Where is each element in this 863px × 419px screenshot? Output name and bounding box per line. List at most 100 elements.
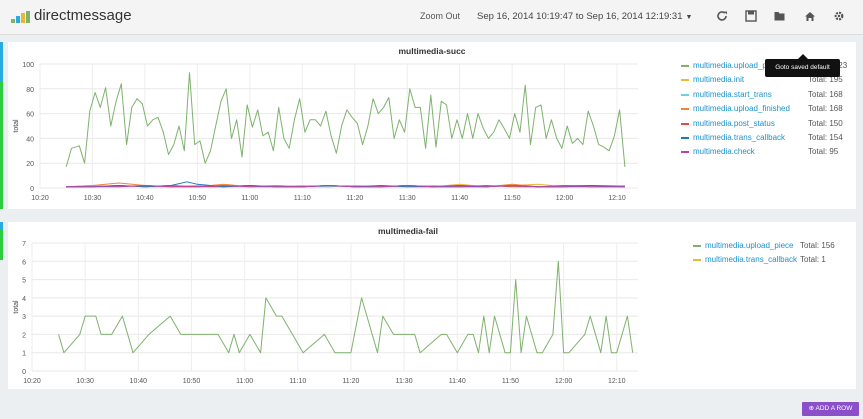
legend-series-name[interactable]: multimedia.trans_callback xyxy=(693,133,786,142)
legend-swatch xyxy=(681,65,689,67)
x-tick-label: 10:20 xyxy=(31,195,49,202)
x-tick-label: 11:20 xyxy=(346,195,363,202)
folder-open-icon[interactable] xyxy=(773,9,787,23)
legend-swatch xyxy=(681,93,689,96)
x-tick-label: 12:10 xyxy=(608,195,626,202)
legend-total: Total: 156 xyxy=(800,241,835,250)
y-tick-label: 60 xyxy=(26,112,34,119)
legend-swatch xyxy=(681,151,689,154)
legend-total: Total: 195 xyxy=(808,75,843,85)
refresh-icon[interactable] xyxy=(715,9,729,23)
series-line-multimedia-check xyxy=(66,185,625,188)
legend-swatch xyxy=(681,122,689,125)
x-tick-label: 11:00 xyxy=(241,195,258,202)
row-collapse-handle[interactable] xyxy=(0,222,3,230)
y-tick-label: 80 xyxy=(26,87,34,94)
save-icon[interactable] xyxy=(744,9,758,23)
legend-series-name[interactable]: multimedia.upload_piece xyxy=(705,241,794,250)
line-chart-multimedia-fail: 0 1 2 3 4 5 6 7 10:20 10:30 10:40 10:50 11:00 11:10 11… xyxy=(13,241,638,385)
legend-item[interactable]: multimedia.check Total: 95 xyxy=(681,146,856,158)
x-tick-label: 11:30 xyxy=(396,378,413,385)
add-row-button[interactable]: ⊕ ADD A ROW xyxy=(802,402,859,416)
gear-icon[interactable] xyxy=(832,9,846,23)
add-row-label: ADD A ROW xyxy=(815,405,853,412)
x-tick-label: 11:20 xyxy=(342,378,359,385)
panel-multimedia-fail: multimedia-fail 0 1 2 3 4 5 6 7 10:20 10:30 10:40 1… xyxy=(8,222,856,389)
x-tick-label: 11:40 xyxy=(451,195,468,202)
y-tick-label: 0 xyxy=(30,186,34,193)
y-tick-label: 0 xyxy=(22,369,26,376)
panel-title[interactable]: multimedia-fail xyxy=(378,226,438,236)
legend-total: Total: 154 xyxy=(808,133,843,142)
x-tick-label: 10:30 xyxy=(76,378,94,385)
legend-swatch xyxy=(681,79,689,82)
legend-series-name[interactable]: multimedia.check xyxy=(693,147,755,157)
y-tick-label: 7 xyxy=(22,241,26,248)
x-tick-label: 10:20 xyxy=(23,378,41,385)
x-tick-label: 10:50 xyxy=(183,378,201,385)
legend-series-name[interactable]: multimedia.upload_piece xyxy=(693,61,782,70)
legend-series-name[interactable]: multimedia.start_trans xyxy=(693,89,772,99)
y-tick-label: 20 xyxy=(26,161,34,168)
legend-item[interactable]: multimedia.upload_finished Total: 168 xyxy=(681,103,856,115)
legend-swatch xyxy=(681,137,689,139)
y-axis-label: total xyxy=(13,119,20,133)
row-collapse-handle[interactable] xyxy=(0,42,3,81)
row-marker xyxy=(0,230,3,260)
tooltip: Goto saved default xyxy=(765,54,840,77)
x-tick-label: 11:10 xyxy=(294,195,311,202)
legend-total: Total: 168 xyxy=(808,89,843,99)
zoom-out-button[interactable]: Zoom Out xyxy=(420,11,461,21)
legend-swatch xyxy=(681,108,689,111)
series-line-multimedia-upload-piece xyxy=(58,260,634,354)
legend-item[interactable]: multimedia.trans_callback Total: 1 xyxy=(693,254,856,266)
home-icon[interactable] xyxy=(803,9,817,23)
x-tick-label: 10:50 xyxy=(189,195,207,202)
x-tick-label: 11:50 xyxy=(502,378,519,385)
y-tick-label: 1 xyxy=(22,351,26,358)
app-logo-icon xyxy=(11,11,31,23)
top-navbar: directmessage Zoom Out Sep 16, 2014 10:1… xyxy=(0,0,863,35)
legend-item[interactable]: multimedia.start_trans Total: 168 xyxy=(681,89,856,101)
legend-total: Total: 1 xyxy=(800,255,826,264)
legend: multimedia.upload_piece Total: 156 multime… xyxy=(693,240,856,280)
panel-title[interactable]: multimedia-succ xyxy=(398,46,466,56)
legend-swatch xyxy=(693,245,701,247)
legend-total: Total: 150 xyxy=(808,118,843,128)
row-marker xyxy=(0,81,3,209)
legend-series-name[interactable]: multimedia.init xyxy=(693,75,745,85)
time-range-label: Sep 16, 2014 10:19:47 to Sep 16, 2014 12… xyxy=(477,11,683,22)
x-tick-label: 11:00 xyxy=(236,378,253,385)
x-tick-label: 12:00 xyxy=(556,195,574,202)
legend-total: Total: 168 xyxy=(808,104,843,114)
dashboard-title[interactable]: directmessage xyxy=(34,7,132,24)
legend-item[interactable]: multimedia.init Total: 195 xyxy=(681,74,856,86)
legend-item[interactable]: multimedia.post_status Total: 150 xyxy=(681,118,856,130)
x-tick-label: 11:50 xyxy=(504,195,521,202)
legend-swatch xyxy=(693,259,701,261)
y-tick-label: 5 xyxy=(22,278,26,285)
x-tick-label: 10:40 xyxy=(136,195,154,202)
x-tick-label: 11:40 xyxy=(449,378,466,385)
x-tick-label: 12:10 xyxy=(608,378,626,385)
y-tick-label: 4 xyxy=(22,296,26,303)
x-tick-label: 10:40 xyxy=(130,378,148,385)
chevron-down-icon: ▼ xyxy=(685,14,693,21)
panel-multimedia-succ: multimedia-succ 0 20 40 60 80 100 10:20 10:30 10… xyxy=(8,42,856,209)
y-tick-label: 40 xyxy=(26,136,34,143)
legend-series-name[interactable]: multimedia.upload_finished xyxy=(693,104,790,114)
y-tick-label: 2 xyxy=(22,332,26,339)
x-tick-label: 12:00 xyxy=(555,378,573,385)
y-tick-label: 3 xyxy=(22,314,26,321)
legend-series-name[interactable]: multimedia.trans_callback xyxy=(705,255,798,264)
legend-item[interactable]: multimedia.upload_piece Total: 156 xyxy=(693,240,856,252)
legend-series-name[interactable]: multimedia.post_status xyxy=(693,118,775,128)
legend-total: Total: 95 xyxy=(808,147,839,157)
time-range-picker[interactable]: Sep 16, 2014 10:19:47 to Sep 16, 2014 12… xyxy=(477,11,692,22)
legend-item[interactable]: multimedia.trans_callback Total: 154 xyxy=(681,132,856,144)
x-tick-label: 10:30 xyxy=(84,195,102,202)
x-tick-label: 11:10 xyxy=(289,378,306,385)
series-line-multimedia-upload-piece xyxy=(65,72,626,168)
line-chart-multimedia-succ: 0 20 40 60 80 100 10:20 10:30 10:40 10:50 11:00 11:… xyxy=(13,62,638,202)
